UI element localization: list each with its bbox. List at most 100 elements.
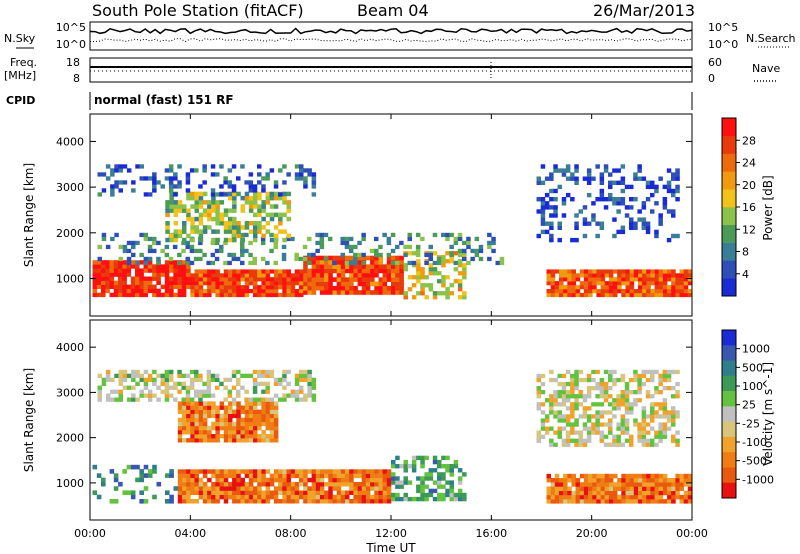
- heatmap-cell: [561, 381, 567, 387]
- heatmap-cell: [278, 216, 283, 222]
- y-tick-label: 1000: [56, 273, 84, 286]
- heatmap-cell: [420, 455, 425, 461]
- heatmap-cell: [278, 499, 283, 504]
- heatmap-cell: [244, 281, 250, 286]
- heatmap-cell: [294, 393, 300, 398]
- heatmap-cell: [294, 273, 300, 278]
- heatmap-cell: [165, 200, 170, 205]
- heatmap-cell: [231, 188, 237, 193]
- heatmap-cell: [147, 244, 153, 250]
- heatmap-cell: [588, 494, 593, 500]
- noise-panel: N.Sky N.Search 10^5 10^0 10^5 10^0: [4, 21, 796, 51]
- heatmap-cell: [595, 422, 600, 427]
- heatmap-cell: [223, 469, 229, 474]
- heatmap-cell: [198, 477, 204, 483]
- heatmap-cell: [637, 373, 642, 379]
- heatmap-cell: [198, 184, 203, 189]
- heatmap-cell: [223, 285, 229, 290]
- heatmap-cell: [378, 252, 383, 258]
- heatmap-cell: [211, 421, 216, 427]
- heatmap-cell: [143, 385, 149, 390]
- heatmap-cell: [164, 381, 170, 386]
- heatmap-cell: [215, 192, 220, 197]
- heatmap-cell: [248, 434, 254, 439]
- heatmap-cell: [675, 438, 680, 443]
- heatmap-cell: [432, 480, 438, 485]
- heatmap-cell: [654, 285, 660, 290]
- heatmap-cell: [240, 232, 245, 238]
- heatmap-cell: [666, 209, 672, 214]
- heatmap-cell: [173, 200, 179, 205]
- heatmap-cell: [105, 288, 110, 294]
- heatmap-cell: [612, 201, 617, 206]
- heatmap-cell: [340, 260, 346, 265]
- heatmap-cell: [666, 410, 672, 415]
- heatmap-cell: [215, 438, 220, 443]
- heatmap-cell: [596, 281, 601, 286]
- heatmap-cell: [633, 176, 638, 181]
- heatmap-cell: [223, 490, 229, 495]
- heatmap-cell: [190, 285, 195, 290]
- heatmap-cell: [156, 373, 161, 378]
- heatmap-cell: [675, 473, 680, 479]
- heatmap-cell: [105, 276, 110, 281]
- heatmap-cell: [143, 192, 149, 197]
- heatmap-cell: [231, 397, 237, 402]
- heatmap-cell: [357, 260, 363, 265]
- heatmap-cell: [186, 499, 191, 504]
- heatmap-cell: [595, 386, 600, 391]
- heatmap-cell: [315, 232, 320, 238]
- heatmap-cell: [654, 494, 660, 500]
- heatmap-cell: [633, 197, 638, 202]
- heatmap-cell: [261, 225, 266, 230]
- heatmap-cell: [139, 292, 144, 298]
- heatmap-cell: [395, 255, 400, 261]
- heatmap-cell: [282, 277, 287, 282]
- heatmap-cell: [227, 260, 232, 266]
- heatmap-cell: [575, 486, 581, 491]
- heatmap-cell: [248, 405, 254, 410]
- heatmap-cell: [215, 486, 220, 491]
- heatmap-cell: [244, 490, 250, 495]
- heatmap-cell: [666, 188, 672, 194]
- heatmap-cell: [650, 192, 655, 198]
- heatmap-cell: [299, 469, 304, 474]
- heatmap-cell: [156, 292, 161, 298]
- heatmap-cell: [147, 469, 153, 474]
- heatmap-cell: [273, 393, 279, 398]
- heatmap-cell: [194, 168, 199, 173]
- heatmap-cell: [650, 426, 655, 431]
- heatmap-cell: [675, 410, 680, 415]
- heatmap-cell: [202, 389, 207, 394]
- heatmap-cell: [290, 494, 296, 500]
- heatmap-cell: [211, 237, 216, 243]
- heatmap-cell: [294, 172, 300, 177]
- heatmap-cell: [328, 486, 333, 491]
- heatmap-cell: [164, 288, 170, 294]
- heatmap-cell: [236, 281, 241, 286]
- heatmap-cell: [616, 434, 621, 439]
- heatmap-cell: [219, 482, 225, 487]
- heatmap-cell: [211, 277, 216, 282]
- heatmap-cell: [198, 397, 203, 402]
- heatmap-cell: [147, 176, 153, 181]
- heatmap-cell: [353, 290, 358, 295]
- heatmap-cell: [586, 430, 592, 435]
- heatmap-cell: [269, 409, 275, 414]
- heatmap-cell: [449, 244, 454, 250]
- heatmap-cell: [629, 184, 634, 190]
- heatmap-cell: [608, 292, 614, 298]
- heatmap-cell: [654, 269, 660, 274]
- heatmap-cell: [160, 381, 165, 386]
- heatmap-cell: [109, 276, 115, 281]
- heatmap-cell: [411, 251, 417, 256]
- heatmap-cell: [603, 205, 609, 210]
- heatmap-cell: [603, 434, 609, 439]
- heatmap-cell: [273, 413, 279, 419]
- heatmap-cell: [416, 455, 421, 461]
- heatmap-cell: [570, 402, 575, 407]
- heatmap-cell: [290, 473, 296, 479]
- heatmap-cell: [261, 413, 266, 419]
- heatmap-cell: [687, 281, 693, 286]
- heatmap-cell: [620, 197, 626, 202]
